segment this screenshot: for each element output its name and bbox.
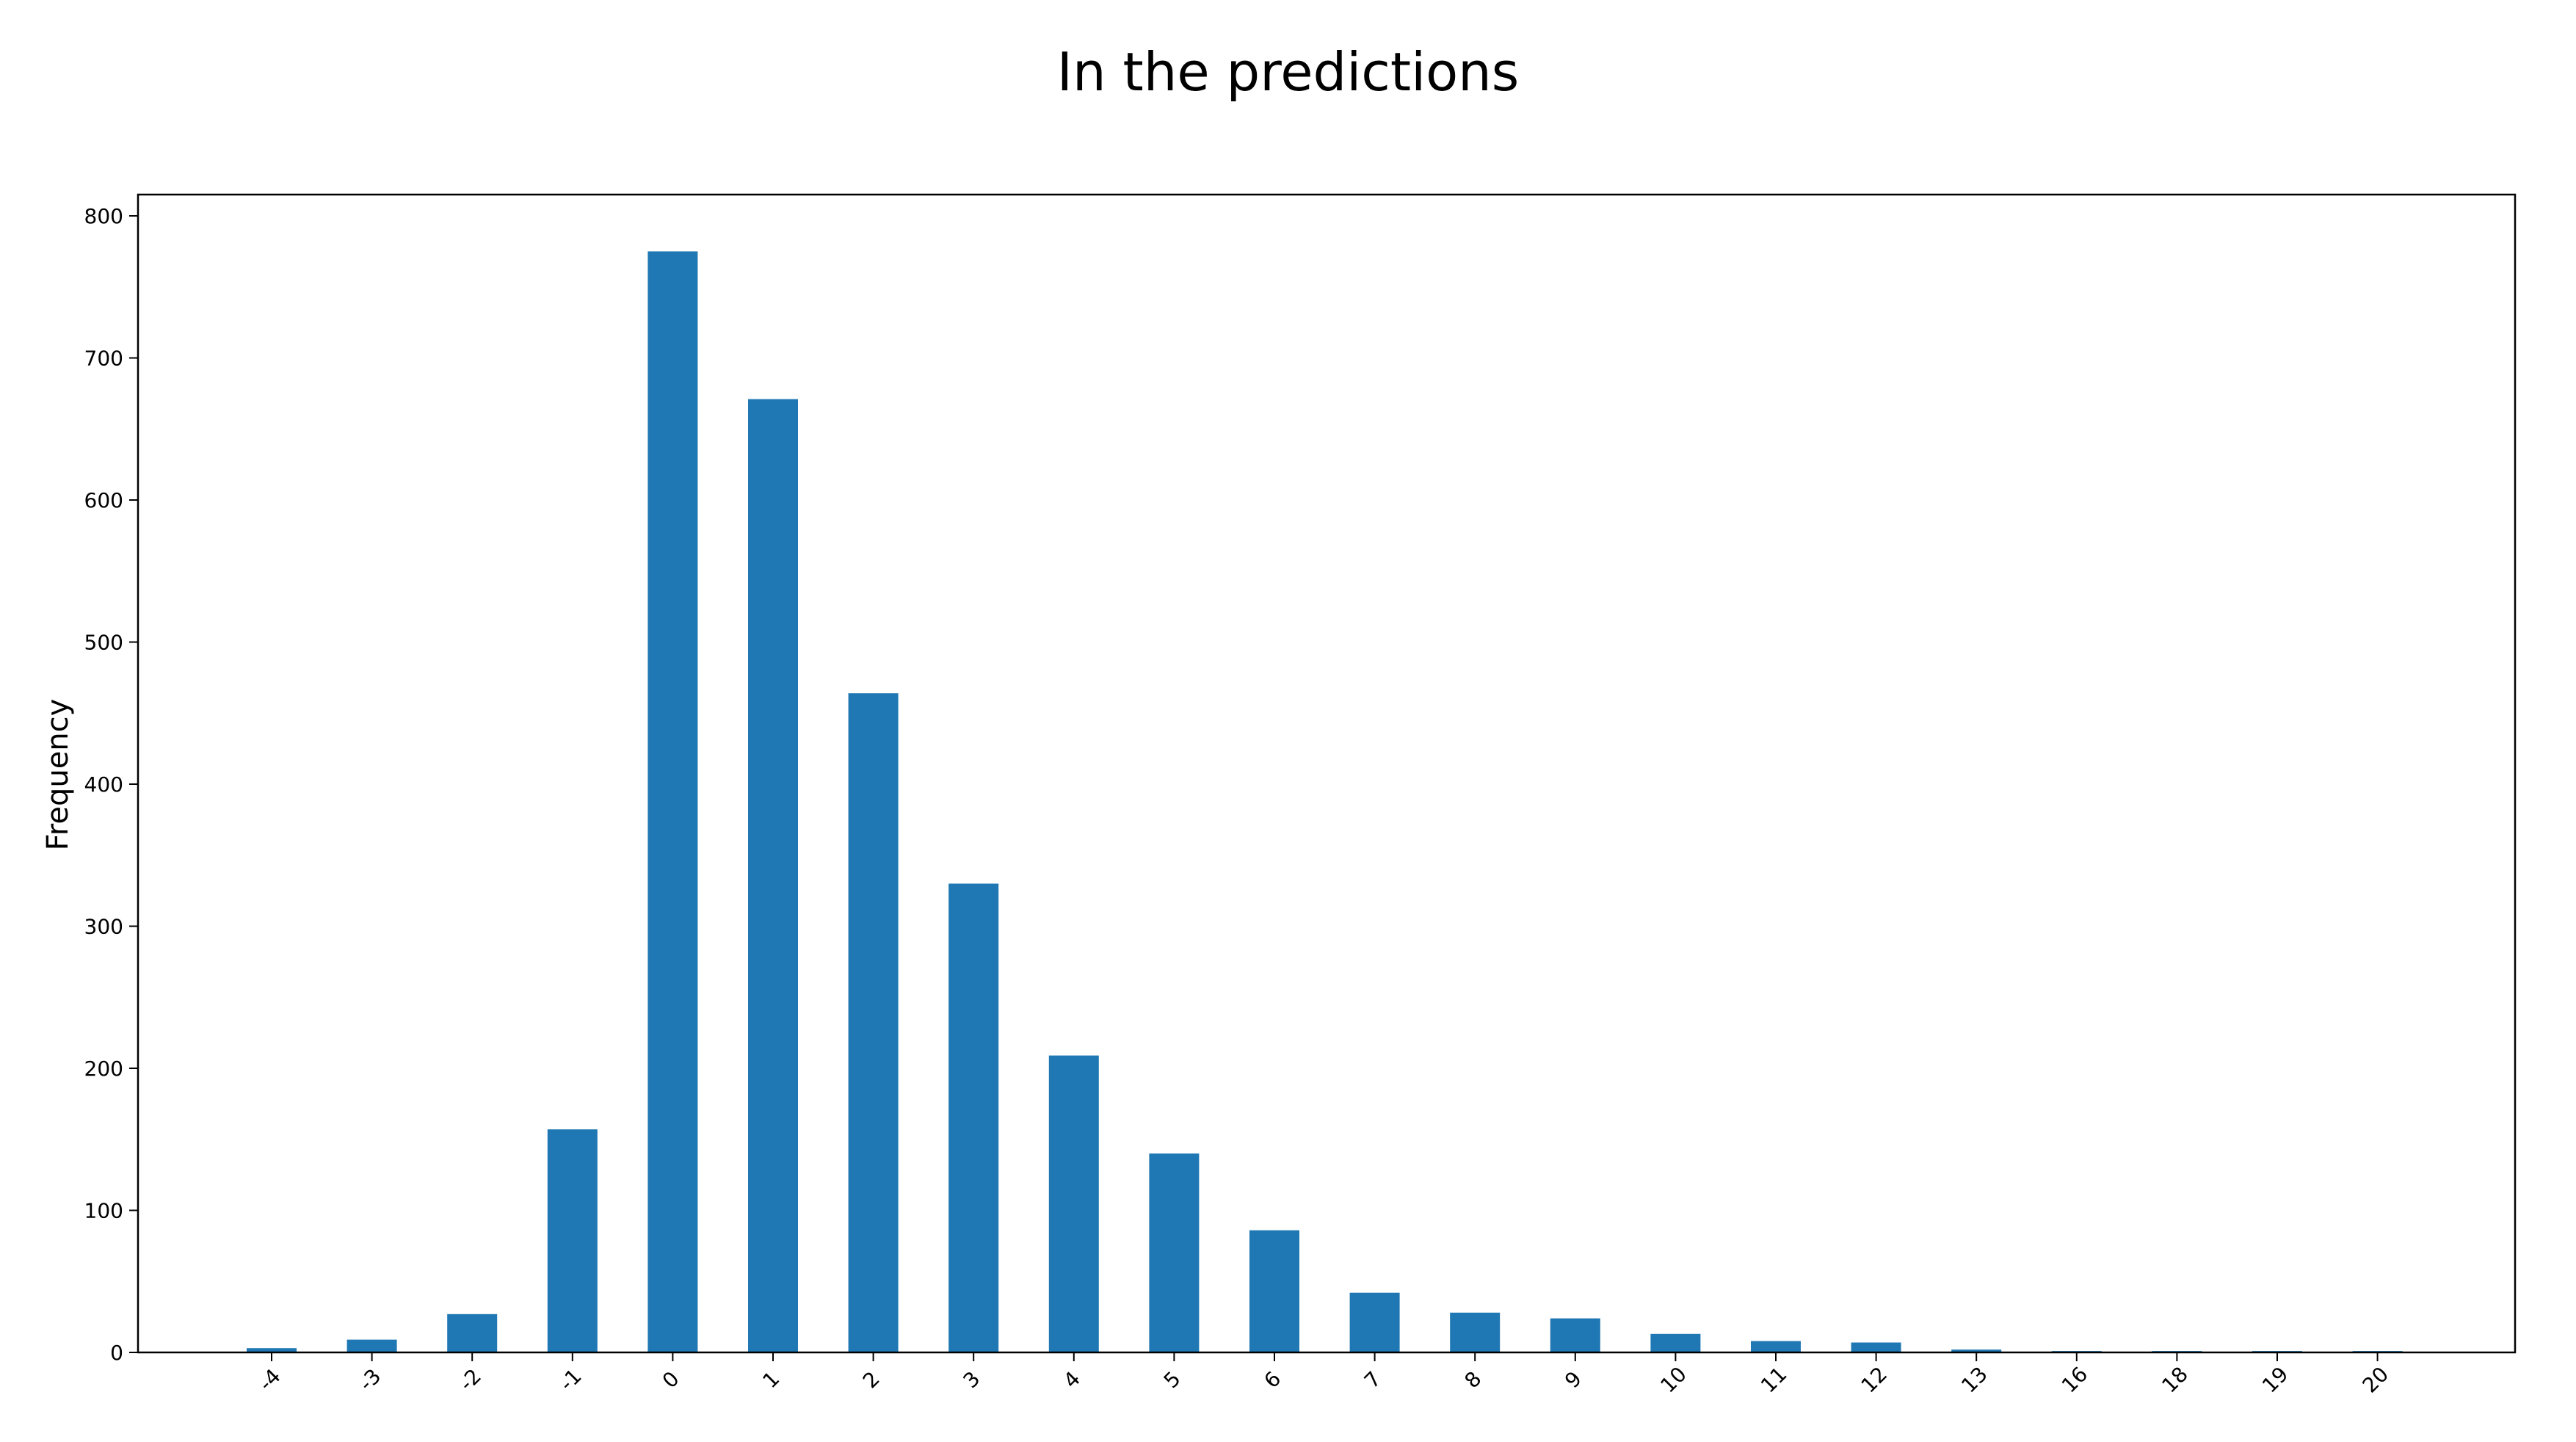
x-tick-label: -1: [555, 1364, 587, 1396]
bar-8: [1450, 1312, 1501, 1352]
x-tick-label: -4: [254, 1364, 286, 1396]
bar-7: [1349, 1292, 1400, 1352]
y-ticks-group: 0 100 200 300 400 500 600 700 800: [84, 204, 138, 1365]
x-tick-label: 2: [858, 1366, 885, 1393]
x-tick-label: 1: [758, 1366, 784, 1393]
bar--3: [347, 1339, 397, 1352]
bar-13: [1951, 1349, 2002, 1352]
x-tick-label: -3: [354, 1364, 385, 1396]
bar--2: [447, 1314, 498, 1352]
y-tick-label: 500: [84, 631, 123, 655]
x-tick-label: 8: [1460, 1366, 1487, 1393]
x-tick-label: 11: [1756, 1362, 1792, 1398]
x-tick-label: 18: [2157, 1362, 2193, 1398]
x-tick-label: 0: [658, 1366, 684, 1393]
x-tick-label: 16: [2057, 1362, 2093, 1398]
plot-frame: [137, 193, 2517, 1354]
bar--4: [247, 1348, 297, 1352]
y-tick-label: 300: [84, 915, 123, 939]
bar-11: [1751, 1341, 1801, 1352]
x-tick-label: 13: [1956, 1362, 1992, 1398]
y-axis-title: Frequency: [41, 699, 75, 851]
y-tick-label: 700: [84, 347, 123, 371]
x-tick-label: 12: [1857, 1362, 1893, 1398]
y-tick-label: 600: [84, 488, 123, 512]
bar-3: [948, 883, 999, 1352]
bar-9: [1550, 1318, 1600, 1352]
bar-0: [647, 251, 698, 1352]
bar-10: [1650, 1333, 1701, 1352]
x-tick-label: 19: [2257, 1362, 2293, 1398]
y-tick-label: 200: [84, 1057, 123, 1081]
y-tick-label: 0: [110, 1341, 123, 1365]
x-tick-label: 10: [1655, 1362, 1691, 1398]
x-tick-label: 4: [1059, 1366, 1085, 1393]
x-ticks-group: -4 -3 -2 -1 0 1 2 3 4 5 6 7 8 9 10 11 12 13 16 18 19 20: [254, 1352, 2393, 1398]
x-tick-label: 3: [959, 1366, 985, 1393]
bar--1: [547, 1129, 598, 1352]
y-tick-label: 100: [84, 1199, 123, 1223]
bar-5: [1149, 1153, 1200, 1352]
bar-1: [748, 399, 798, 1352]
bar-12: [1851, 1342, 1901, 1352]
x-tick-label: 6: [1259, 1366, 1285, 1393]
bar-6: [1249, 1230, 1299, 1352]
x-tick-label: 5: [1159, 1366, 1186, 1393]
x-tick-label: -2: [454, 1364, 486, 1396]
chart-title: In the predictions: [1056, 41, 1520, 103]
x-tick-label: 7: [1360, 1366, 1386, 1393]
x-tick-label: 20: [2358, 1362, 2394, 1398]
bar-2: [848, 693, 899, 1352]
y-tick-label: 800: [84, 204, 123, 228]
x-tick-label: 9: [1560, 1366, 1586, 1393]
bars-group: [247, 251, 2403, 1352]
y-tick-label: 400: [84, 772, 123, 797]
y-axis-title-group: Frequency: [41, 699, 75, 851]
bar-4: [1048, 1055, 1099, 1352]
